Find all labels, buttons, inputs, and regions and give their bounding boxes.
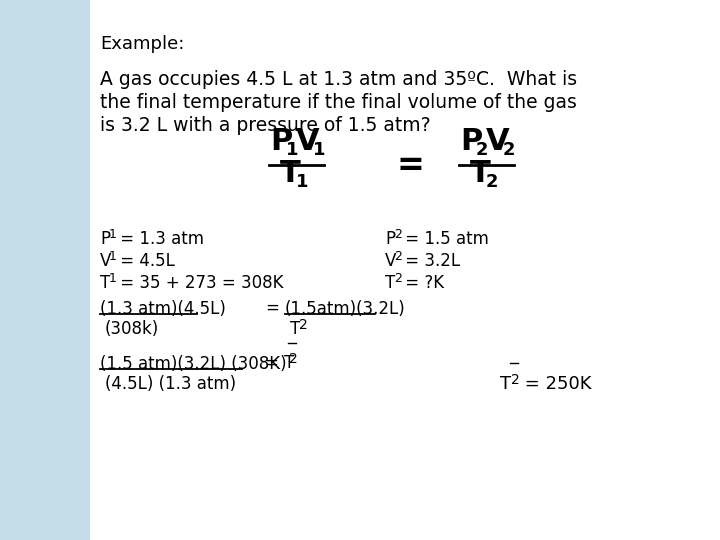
- Text: 2: 2: [503, 141, 516, 159]
- Text: P: P: [270, 127, 292, 156]
- Text: = 250K: = 250K: [519, 375, 592, 393]
- Text: T: T: [290, 320, 300, 338]
- Text: is 3.2 L with a pressure of 1.5 atm?: is 3.2 L with a pressure of 1.5 atm?: [100, 116, 431, 135]
- Text: (1.3 atm)(4.5L): (1.3 atm)(4.5L): [100, 300, 226, 318]
- Text: T: T: [280, 159, 301, 188]
- Text: the final temperature if the final volume of the gas: the final temperature if the final volum…: [100, 93, 577, 112]
- Text: Example:: Example:: [100, 35, 184, 53]
- Text: = T: = T: [265, 354, 294, 372]
- Text: V: V: [385, 252, 397, 270]
- Text: =: =: [265, 299, 279, 317]
- Text: (1.5 atm)(3.2L) (308K): (1.5 atm)(3.2L) (308K): [100, 355, 287, 373]
- Text: =: =: [396, 150, 424, 183]
- Text: 2: 2: [486, 173, 498, 191]
- Text: = 1.5 atm: = 1.5 atm: [400, 230, 489, 248]
- Text: 2: 2: [289, 352, 298, 366]
- Text: = 4.5L: = 4.5L: [115, 252, 175, 270]
- Text: 2: 2: [511, 373, 520, 387]
- Text: 2: 2: [394, 228, 402, 241]
- Text: A gas occupies 4.5 L at 1.3 atm and 35ºC.  What is: A gas occupies 4.5 L at 1.3 atm and 35ºC…: [100, 70, 577, 89]
- Text: = 3.2L: = 3.2L: [400, 252, 460, 270]
- Text: V: V: [296, 127, 320, 156]
- Text: (308k): (308k): [105, 320, 159, 338]
- Text: T: T: [100, 274, 110, 292]
- Text: T: T: [385, 274, 395, 292]
- Text: 1: 1: [109, 228, 117, 241]
- Text: P: P: [460, 127, 482, 156]
- Text: = ?K: = ?K: [400, 274, 444, 292]
- Text: 1: 1: [313, 141, 325, 159]
- Text: 2: 2: [394, 272, 402, 285]
- Text: 1: 1: [109, 272, 117, 285]
- Text: P: P: [100, 230, 110, 248]
- Text: 2: 2: [394, 250, 402, 263]
- Text: 1: 1: [296, 173, 308, 191]
- Text: 2: 2: [299, 318, 307, 332]
- Text: (4.5L) (1.3 atm): (4.5L) (1.3 atm): [105, 375, 236, 393]
- Text: = 35 + 273 = 308K: = 35 + 273 = 308K: [115, 274, 284, 292]
- Text: V: V: [486, 127, 510, 156]
- Text: 2: 2: [476, 141, 488, 159]
- Text: V: V: [100, 252, 112, 270]
- Text: 1: 1: [109, 250, 117, 263]
- Text: = 1.3 atm: = 1.3 atm: [115, 230, 204, 248]
- Text: T: T: [470, 159, 491, 188]
- Text: P: P: [385, 230, 395, 248]
- Text: (1.5atm)(3.2L): (1.5atm)(3.2L): [285, 300, 406, 318]
- Text: 1: 1: [286, 141, 299, 159]
- Text: T: T: [500, 375, 511, 393]
